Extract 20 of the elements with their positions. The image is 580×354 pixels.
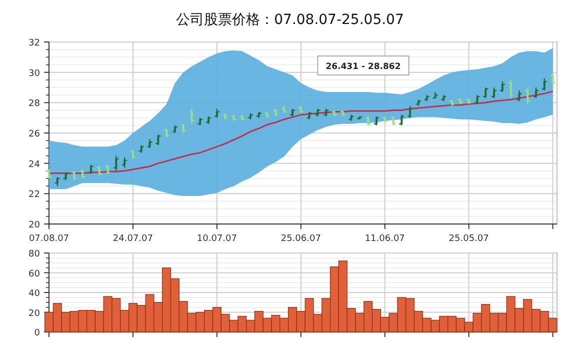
y-tick-label: 40 [28,289,40,299]
y-tick-label: 28 [28,99,40,110]
y-tick-label: 60 [28,269,40,280]
chart-title: 公司股票价格：07.08.07-25.05.07 [176,12,404,28]
y-tick-label: 24 [28,160,40,170]
y-tick-label: 0 [34,328,40,338]
y-tick-label: 32 [28,38,40,48]
y-tick-label: 30 [28,68,40,79]
x-tick-label: 07.08.07 [28,234,70,244]
y-tick-label: 20 [28,220,40,230]
x-tick-label: 11.06.07 [364,234,405,244]
y-tick-label: 22 [28,190,40,200]
annotation: 26.431 - 28.862 [326,62,401,72]
x-tick-label: 25.05.07 [448,234,489,244]
x-tick-label: 10.07.07 [196,234,237,244]
x-tick-label: 25.06.07 [280,234,321,244]
y-tick-label: 26 [28,130,40,140]
y-tick-label: 20 [28,308,40,319]
y-tick-label: 80 [28,250,40,260]
x-tick-label: 24.07.07 [112,234,154,244]
